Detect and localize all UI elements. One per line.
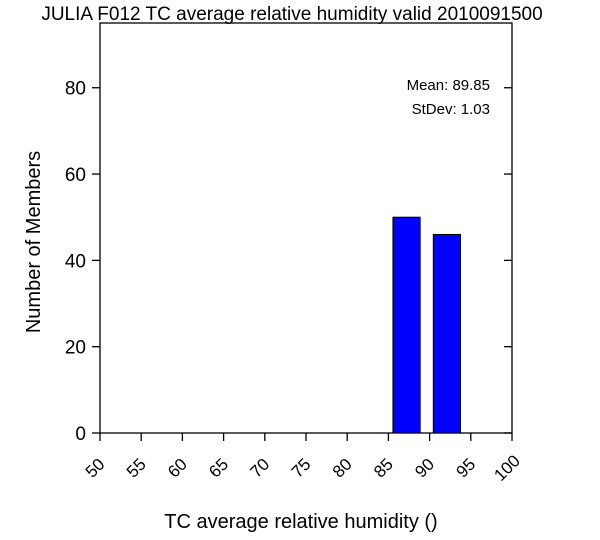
x-tick-label: 100 — [490, 451, 523, 484]
x-tick-label: 70 — [247, 455, 274, 482]
bars — [392, 216, 462, 434]
x-tick-label: 80 — [329, 455, 356, 482]
stdev-label: StDev: 1.03 — [412, 101, 490, 118]
mean-label: Mean: 89.85 — [407, 77, 490, 94]
y-tick-label: 40 — [65, 251, 86, 272]
x-tick-label: 95 — [453, 455, 480, 482]
chart-title: JULIA F012 TC average relative humidity … — [41, 4, 542, 25]
x-axis-label: TC average relative humidity () — [164, 511, 437, 533]
x-tick-label: 90 — [411, 455, 438, 482]
x-tick-label: 65 — [205, 455, 232, 482]
bar-0 — [392, 216, 421, 434]
x-tick-label: 75 — [288, 455, 315, 482]
x-tick-label: 55 — [123, 455, 150, 482]
y-tick-label: 80 — [65, 79, 86, 100]
x-tick-label: 50 — [82, 455, 109, 482]
x-tick-label: 85 — [370, 455, 397, 482]
y-tick-label: 60 — [65, 165, 86, 186]
x-tick-label: 60 — [164, 455, 191, 482]
y-tick-label: 20 — [65, 338, 86, 359]
bar-1 — [432, 233, 462, 434]
y-tick-label: 0 — [75, 424, 86, 445]
y-axis-label: Number of Members — [23, 151, 45, 333]
